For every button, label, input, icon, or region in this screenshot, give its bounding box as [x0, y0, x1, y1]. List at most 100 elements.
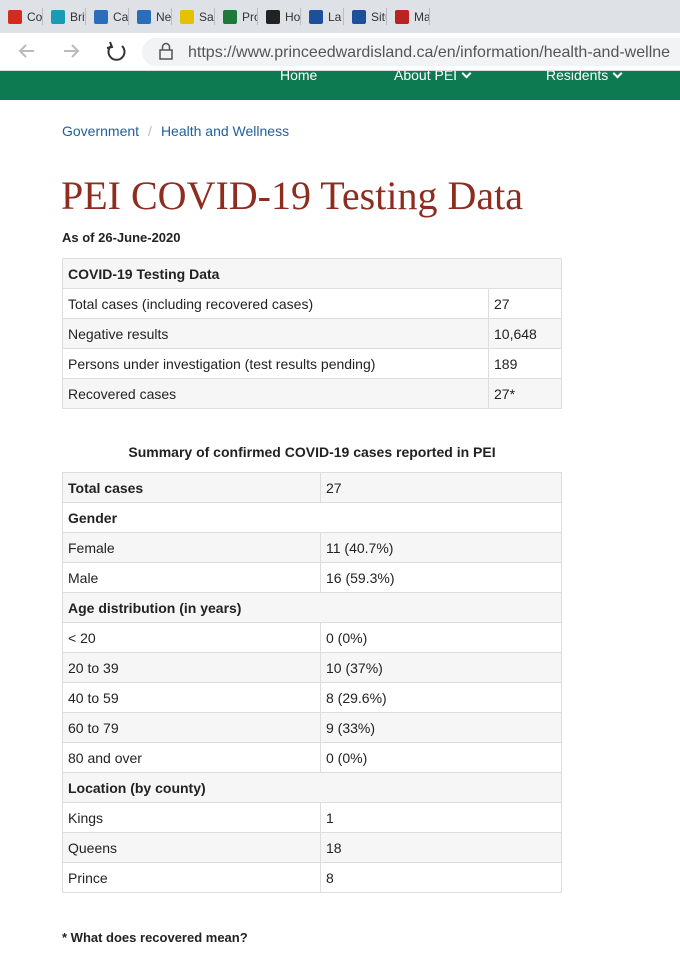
table-row: Prince 8 — [62, 862, 562, 893]
label-cell: 80 and over — [62, 742, 321, 773]
browser-tab[interactable]: How — [258, 8, 301, 25]
tab-title: Saska — [199, 9, 214, 24]
browser-tab[interactable]: Provi — [215, 8, 258, 25]
tab-title: Cases — [113, 9, 129, 24]
browser-tab[interactable]: La ma — [301, 8, 344, 25]
value-cell: 16 (59.3%) — [320, 562, 562, 593]
summary-table: Total cases 27 Gender Female 11 (40.7%) Male 1… — [62, 472, 562, 893]
value-cell: 27 — [320, 472, 562, 503]
table-header: COVID-19 Testing Data — [62, 258, 562, 289]
label-cell: Prince — [62, 862, 321, 893]
section-header: Age distribution (in years) — [62, 592, 562, 623]
nav-item[interactable]: Home — [280, 71, 317, 83]
browser-tab[interactable]: Coro — [0, 8, 43, 25]
table-header-row: COVID-19 Testing Data — [62, 258, 562, 289]
value-cell: 18 — [320, 832, 562, 863]
footnote[interactable]: * What does recovered mean? — [62, 930, 248, 945]
back-button[interactable] — [18, 44, 34, 58]
url-field[interactable]: https://www.princeedwardisland.ca/en/inf… — [142, 38, 680, 66]
table-row: Negative results 10,648 — [62, 318, 562, 349]
tab-icon — [180, 9, 194, 24]
nav-item[interactable]: Residents — [546, 71, 623, 83]
address-bar: https://www.princeedwardisland.ca/en/inf… — [0, 33, 680, 71]
table-row: Gender — [62, 502, 562, 533]
section-header: Location (by county) — [62, 772, 562, 803]
value-cell: 27* — [488, 378, 562, 409]
table-row: Kings 1 — [62, 802, 562, 833]
label-cell: Negative results — [62, 318, 489, 349]
tab-title: Coro — [27, 9, 43, 24]
value-cell: 1 — [320, 802, 562, 833]
tab-title: Provi — [242, 9, 257, 24]
label-cell: Recovered cases — [62, 378, 489, 409]
browser-tab[interactable]: Maps — [387, 8, 430, 25]
summary-caption: Summary of confirmed COVID-19 cases repo… — [128, 444, 496, 460]
breadcrumb-link[interactable]: Health and Wellness — [160, 123, 290, 139]
table-row: Persons under investigation (test result… — [62, 348, 562, 379]
tab-strip: Coro Britis Cases News Saska Provi How La ma Sit… — [0, 0, 680, 33]
label-cell: Male — [62, 562, 321, 593]
tab-icon — [51, 9, 65, 24]
browser-tab[interactable]: Britis — [43, 8, 86, 25]
label-cell: Total cases — [62, 472, 321, 503]
nav-chevron — [461, 71, 472, 79]
label-cell: Kings — [62, 802, 321, 833]
tab-icon — [395, 9, 409, 24]
table-row: < 20 0 (0%) — [62, 622, 562, 653]
value-cell: 0 (0%) — [320, 622, 562, 653]
table-row: 80 and over 0 (0%) — [62, 742, 562, 773]
tab-icon — [94, 9, 108, 24]
label-cell: 60 to 79 — [62, 712, 321, 743]
value-cell: 8 — [320, 862, 562, 893]
tab-icon — [137, 9, 151, 24]
table-row: Age distribution (in years) — [62, 592, 562, 623]
browser-tab[interactable]: Cases — [86, 8, 129, 25]
browser-tab[interactable]: News — [129, 8, 172, 25]
breadcrumb-link[interactable]: Government — [62, 123, 140, 139]
table-row: Location (by county) — [62, 772, 562, 803]
value-cell: 189 — [488, 348, 562, 379]
tab-title: News — [156, 9, 172, 24]
site-nav: Home About PEI Residents — [0, 71, 680, 100]
label-cell: 40 to 59 — [62, 682, 321, 713]
lock-icon — [159, 42, 173, 60]
value-cell: 10,648 — [488, 318, 562, 349]
tab-title: La ma — [328, 9, 343, 24]
tab-icon — [266, 9, 280, 24]
label-cell: Female — [62, 532, 321, 563]
nav-item[interactable]: About PEI — [394, 71, 472, 83]
tab-title: Maps — [414, 9, 430, 24]
nav-chevron — [612, 71, 623, 79]
value-cell: 27 — [488, 288, 562, 319]
table-row: Queens 18 — [62, 832, 562, 863]
value-cell: 10 (37%) — [320, 652, 562, 683]
nav-buttons — [18, 41, 126, 61]
table-row: Female 11 (40.7%) — [62, 532, 562, 563]
table-row: 60 to 79 9 (33%) — [62, 712, 562, 743]
value-cell: 9 (33%) — [320, 712, 562, 743]
table-row: Total cases 27 — [62, 472, 562, 503]
breadcrumb-separator: / — [148, 123, 152, 139]
section-header: Gender — [62, 502, 562, 533]
tab-icon — [223, 9, 237, 24]
reload-arrow — [106, 41, 114, 49]
page-title: PEI COVID-19 Testing Data — [61, 173, 523, 218]
value-cell: 8 (29.6%) — [320, 682, 562, 713]
nav-label: Home — [280, 71, 318, 83]
tab-icon — [352, 9, 366, 24]
label-cell: < 20 — [62, 622, 321, 653]
forward-button[interactable] — [64, 44, 80, 58]
table-row: Total cases (including recovered cases) 2… — [62, 288, 562, 319]
value-cell: 11 (40.7%) — [320, 532, 562, 563]
browser-tab[interactable]: Saska — [172, 8, 215, 25]
as-of-date: As of 26-June-2020 — [62, 230, 181, 245]
label-cell: Queens — [62, 832, 321, 863]
breadcrumb: Government / Health and Wellness — [62, 123, 289, 139]
testing-table: COVID-19 Testing Data Total cases (includ… — [62, 258, 562, 409]
browser-tab[interactable]: Situat — [344, 8, 387, 25]
reload-button[interactable] — [107, 45, 126, 61]
value-cell: 0 (0%) — [320, 742, 562, 773]
tab-icon — [8, 9, 22, 24]
